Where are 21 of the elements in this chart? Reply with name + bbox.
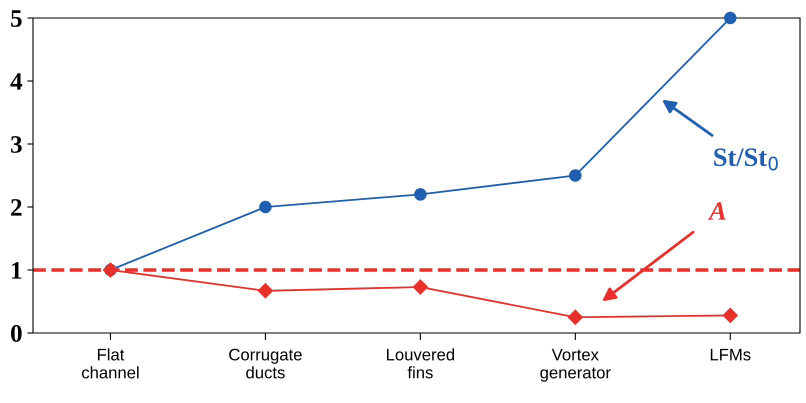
y-tick-label: 2	[11, 199, 22, 216]
point	[412, 279, 428, 295]
y-tick-label: 0	[11, 325, 22, 342]
point	[724, 12, 737, 24]
y-tick-label: 1	[12, 262, 22, 279]
x-tick-label: Louvered fins	[386, 348, 454, 378]
point	[414, 188, 427, 201]
point	[569, 169, 582, 182]
point	[259, 200, 272, 214]
y-tick-label: 4	[10, 73, 22, 90]
x-tick-label: Flat channel	[82, 348, 139, 378]
point	[568, 310, 583, 325]
x-tick-label: Vortex generator	[540, 348, 611, 382]
y-tick-label: 5	[11, 10, 22, 27]
x-tick-label: Corrugate ducts	[229, 348, 302, 378]
point	[258, 283, 273, 298]
point	[722, 308, 738, 323]
x-tick-label: LFMs	[710, 348, 751, 361]
y-tick-label: 3	[11, 136, 22, 153]
annotation: St/St$_{0}$	[714, 148, 778, 170]
annotation: A	[708, 202, 726, 220]
